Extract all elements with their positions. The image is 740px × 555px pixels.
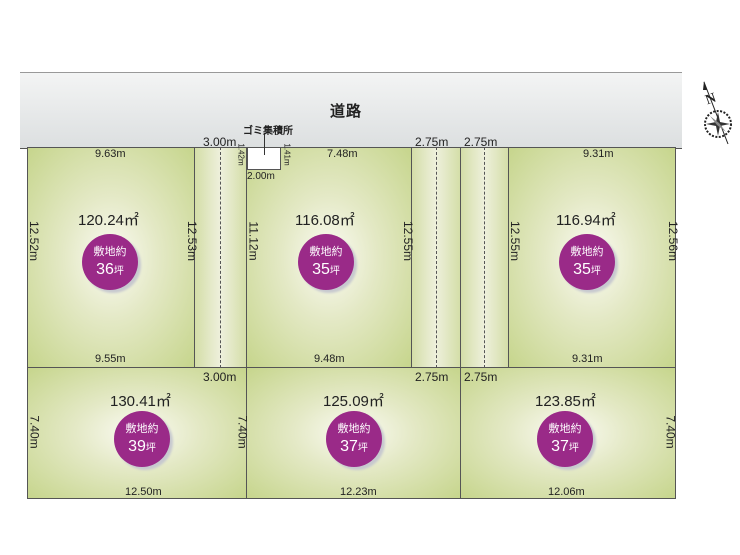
garbage-depth-right: 1.41m <box>282 143 292 166</box>
lot-5-tsubo-badge: 敷地約 37坪 <box>326 411 382 467</box>
lot-1-right-dim: 12.53m <box>185 220 200 262</box>
badge-label: 敷地約 <box>125 423 159 435</box>
lot-4-left-dim: 7.40m <box>27 415 42 449</box>
lot-1-area: 120.24㎡ <box>78 212 139 229</box>
lot-3-bottom-dim: 9.31m <box>572 353 603 365</box>
lot-1-bottom-dim: 9.55m <box>95 353 126 365</box>
lot-3-top-dim: 9.31m <box>583 148 614 160</box>
badge-label: 敷地約 <box>309 246 343 258</box>
strip-mid-bottom-width: 2.75m <box>415 370 449 384</box>
road-label: 道路 <box>330 103 363 120</box>
garbage-label: ゴミ集積所 <box>243 126 293 137</box>
strip-right-bottom-width: 2.75m <box>464 370 498 384</box>
lot-3-left-dim: 12.55m <box>508 220 523 262</box>
lot-2-area: 116.08㎡ <box>295 212 355 229</box>
lot-2-tsubo-badge: 敷地約 35坪 <box>298 234 354 290</box>
lot-2-left-dim: 11.12m <box>246 221 261 261</box>
lot-6-tsubo-badge: 敷地約 37坪 <box>537 411 593 467</box>
strip-divider <box>220 147 221 368</box>
badge-label: 敷地約 <box>548 423 582 435</box>
lot-1-tsubo-badge: 敷地約 36坪 <box>82 234 138 290</box>
strip-left-bottom-width: 3.00m <box>203 370 237 384</box>
lot-2-top-dim: 7.48m <box>327 148 358 160</box>
lot-6-area: 123.85㎡ <box>535 393 596 410</box>
lot-4-area: 130.41㎡ <box>110 393 171 410</box>
strip-divider <box>436 147 437 368</box>
garbage-depth-left: 1.42m <box>236 143 246 166</box>
badge-tsubo: 39坪 <box>128 438 156 455</box>
garbage-leader-line <box>264 133 265 155</box>
lot-3-tsubo-badge: 敷地約 35坪 <box>559 234 615 290</box>
road <box>20 72 682 149</box>
lot-3-right-dim: 12.56m <box>666 220 681 262</box>
strip-right-top-width: 2.75m <box>464 135 498 149</box>
lot-6-bottom-dim: 12.06m <box>548 486 585 498</box>
compass-rose-icon <box>703 81 732 145</box>
strip-mid-top-width: 2.75m <box>415 135 449 149</box>
lot-5-bottom-dim: 12.23m <box>340 486 377 498</box>
badge-tsubo: 35坪 <box>312 261 340 278</box>
badge-tsubo: 37坪 <box>551 438 579 455</box>
strip-left-top-width: 3.00m <box>203 135 237 149</box>
lot-1-top-dim: 9.63m <box>95 148 126 160</box>
lot-2-right-dim: 12.55m <box>401 220 416 262</box>
badge-label: 敷地約 <box>337 423 371 435</box>
lot-5-area: 125.09㎡ <box>323 393 384 410</box>
lot-6-right-dim: 7.40m <box>663 415 678 449</box>
badge-label: 敷地約 <box>570 246 604 258</box>
badge-tsubo: 36坪 <box>96 261 124 278</box>
lot-2-bottom-dim: 9.48m <box>314 353 345 365</box>
strip-divider <box>484 147 485 368</box>
badge-tsubo: 35坪 <box>573 261 601 278</box>
garbage-width: 2.00m <box>247 171 275 182</box>
lot-3-area: 116.94㎡ <box>556 212 616 229</box>
lot-4-right-dim: 7.40m <box>235 415 250 449</box>
badge-label: 敷地約 <box>93 246 127 258</box>
lot-4-tsubo-badge: 敷地約 39坪 <box>114 411 170 467</box>
badge-tsubo: 37坪 <box>340 438 368 455</box>
lot-4-bottom-dim: 12.50m <box>125 486 162 498</box>
lot-1-left-dim: 12.52m <box>27 220 42 262</box>
